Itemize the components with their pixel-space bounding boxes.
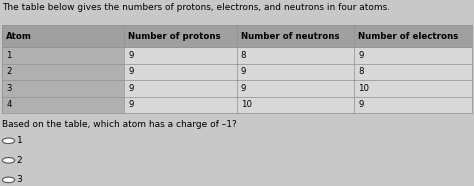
- Bar: [2, 64, 472, 80]
- Bar: [2, 97, 472, 113]
- Text: Number of neutrons: Number of neutrons: [241, 32, 339, 41]
- Bar: [2, 47, 472, 64]
- Text: Based on the table, which atom has a charge of –1?: Based on the table, which atom has a cha…: [2, 120, 237, 129]
- Text: 9: 9: [128, 51, 134, 60]
- Text: 9: 9: [358, 51, 364, 60]
- Text: Atom: Atom: [6, 32, 32, 41]
- Text: 2: 2: [6, 68, 12, 76]
- Text: 3: 3: [17, 175, 22, 184]
- Text: 9: 9: [128, 68, 134, 76]
- Text: 10: 10: [241, 100, 252, 109]
- Text: 10: 10: [358, 84, 369, 93]
- Text: Number of protons: Number of protons: [128, 32, 221, 41]
- Text: 2: 2: [17, 156, 22, 165]
- Text: 9: 9: [128, 84, 134, 93]
- Text: 1: 1: [17, 136, 22, 145]
- Bar: [2, 47, 124, 64]
- Text: Number of electrons: Number of electrons: [358, 32, 458, 41]
- Text: 8: 8: [358, 68, 364, 76]
- Bar: [2, 25, 472, 47]
- Text: 9: 9: [358, 100, 364, 109]
- Text: The table below gives the numbers of protons, electrons, and neutrons in four at: The table below gives the numbers of pro…: [2, 3, 391, 12]
- Ellipse shape: [2, 177, 15, 183]
- Text: 4: 4: [6, 100, 12, 109]
- Text: 9: 9: [241, 68, 246, 76]
- Ellipse shape: [2, 138, 15, 144]
- Bar: [2, 80, 472, 97]
- Text: 3: 3: [6, 84, 12, 93]
- Bar: [2, 80, 124, 97]
- Text: 9: 9: [241, 84, 246, 93]
- Bar: [2, 97, 124, 113]
- Text: 1: 1: [6, 51, 12, 60]
- Text: 9: 9: [128, 100, 134, 109]
- Text: 8: 8: [241, 51, 246, 60]
- Bar: [2, 64, 124, 80]
- Ellipse shape: [2, 158, 15, 163]
